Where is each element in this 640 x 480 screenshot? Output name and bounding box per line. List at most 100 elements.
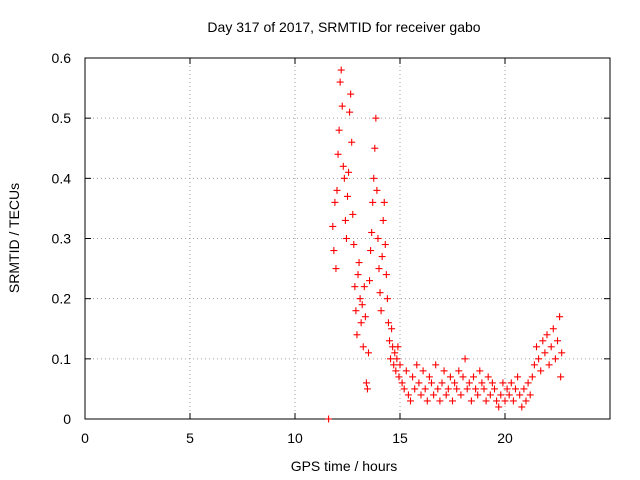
data-point	[372, 114, 380, 122]
y-tick-label: 0	[63, 411, 71, 427]
data-point	[393, 355, 401, 363]
data-point	[404, 391, 412, 399]
data-point	[480, 385, 488, 393]
data-point	[359, 343, 367, 351]
x-axis-label: GPS time / hours	[291, 458, 398, 474]
data-point	[382, 271, 390, 279]
data-point	[398, 379, 406, 387]
data-point	[352, 307, 360, 315]
data-point	[541, 349, 549, 357]
data-point	[329, 222, 337, 230]
data-point	[503, 385, 511, 393]
y-tick-label: 0.4	[52, 170, 72, 186]
data-point	[457, 391, 465, 399]
data-point	[356, 295, 364, 303]
grid-layer	[85, 58, 610, 419]
data-point	[330, 247, 338, 255]
data-point	[501, 397, 509, 405]
data-point	[325, 415, 333, 423]
data-point	[402, 367, 410, 375]
data-point	[345, 168, 353, 176]
data-point	[530, 361, 538, 369]
data-point	[351, 283, 359, 291]
data-point	[353, 331, 361, 339]
data-point	[377, 307, 385, 315]
data-point	[556, 313, 564, 321]
data-point	[354, 271, 362, 279]
data-point	[554, 337, 561, 345]
data-point	[507, 379, 515, 387]
x-tick-label: 15	[392, 430, 408, 446]
data-point	[428, 379, 435, 387]
data-point	[373, 186, 381, 194]
data-point	[476, 367, 484, 375]
data-point	[478, 379, 486, 387]
data-point	[438, 379, 446, 387]
y-tick-label: 0.2	[52, 291, 72, 307]
data-point	[346, 108, 354, 116]
data-point	[400, 385, 408, 393]
data-point	[499, 379, 507, 387]
data-point	[379, 216, 387, 224]
data-point	[465, 379, 473, 387]
data-point	[520, 385, 528, 393]
data-point	[509, 397, 517, 405]
data-point	[378, 253, 386, 261]
data-point	[488, 379, 496, 387]
data-point	[407, 397, 414, 405]
x-tick-label: 0	[81, 430, 89, 446]
y-tick-label: 0.6	[52, 50, 72, 66]
data-point	[453, 385, 461, 393]
data-point	[392, 367, 400, 375]
data-point	[390, 361, 398, 369]
y-tick-label: 0.3	[52, 231, 72, 247]
data-point	[512, 385, 519, 393]
data-point	[391, 349, 399, 357]
data-point	[367, 247, 375, 255]
data-point	[369, 198, 377, 206]
data-point	[537, 367, 545, 375]
data-point	[344, 192, 351, 200]
tick-layer: 0 5 10 15 20 0 0.1 0.2 0.3 0.4 0.5 0.6	[52, 50, 610, 446]
data-point	[421, 385, 429, 393]
data-point	[394, 343, 402, 351]
data-point	[430, 391, 438, 399]
data-point	[486, 391, 494, 399]
data-point	[335, 126, 343, 134]
data-point	[342, 235, 350, 242]
data-point	[413, 361, 421, 369]
data-point	[440, 367, 448, 375]
data-point	[371, 144, 379, 152]
chart-title: Day 317 of 2017, SRMTID for receiver gab…	[207, 19, 480, 35]
data-point	[338, 102, 346, 110]
data-point	[350, 241, 358, 249]
data-point	[545, 361, 553, 369]
data-point	[334, 150, 342, 158]
data-point	[467, 397, 475, 405]
data-point	[557, 373, 565, 381]
data-point	[333, 186, 341, 194]
data-point	[365, 349, 372, 357]
data-point	[376, 289, 384, 297]
data-point	[434, 385, 442, 393]
data-point	[395, 373, 403, 381]
data-point	[535, 355, 543, 363]
data-point	[514, 373, 522, 381]
y-tick-label: 0.1	[52, 351, 72, 367]
data-point	[361, 313, 369, 321]
data-point	[459, 373, 467, 381]
data-point	[449, 397, 456, 405]
data-point	[522, 397, 530, 405]
data-point	[539, 337, 547, 345]
data-point	[417, 391, 425, 399]
data-point	[491, 385, 498, 393]
data-point	[526, 391, 534, 399]
data-point	[419, 367, 427, 375]
data-point	[425, 373, 433, 381]
data-point	[558, 349, 566, 357]
data-point	[355, 259, 363, 267]
data-point	[341, 216, 349, 224]
data-point	[463, 385, 471, 393]
data-point	[446, 373, 454, 381]
data-point	[547, 343, 555, 351]
